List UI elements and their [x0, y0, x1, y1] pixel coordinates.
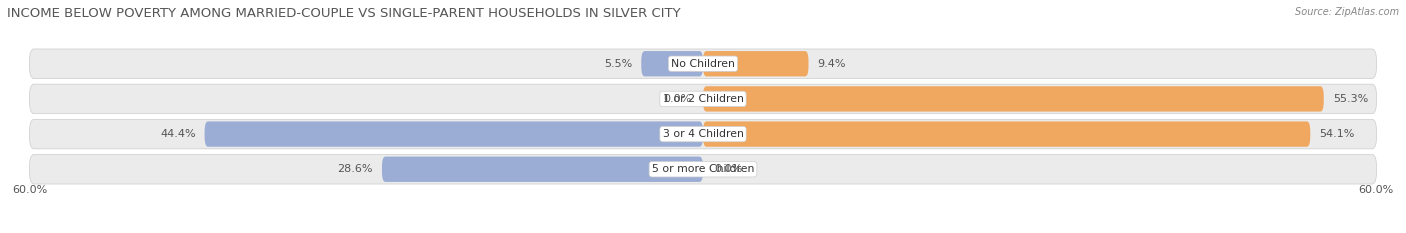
- FancyBboxPatch shape: [703, 86, 1324, 112]
- FancyBboxPatch shape: [30, 84, 1376, 114]
- FancyBboxPatch shape: [382, 157, 703, 182]
- Text: 60.0%: 60.0%: [1358, 185, 1393, 195]
- Text: INCOME BELOW POVERTY AMONG MARRIED-COUPLE VS SINGLE-PARENT HOUSEHOLDS IN SILVER : INCOME BELOW POVERTY AMONG MARRIED-COUPL…: [7, 7, 681, 20]
- Text: 44.4%: 44.4%: [160, 129, 195, 139]
- Text: 9.4%: 9.4%: [817, 59, 846, 69]
- FancyBboxPatch shape: [205, 121, 703, 147]
- FancyBboxPatch shape: [641, 51, 703, 76]
- Text: 1 or 2 Children: 1 or 2 Children: [662, 94, 744, 104]
- Text: 5.5%: 5.5%: [605, 59, 633, 69]
- FancyBboxPatch shape: [703, 121, 1310, 147]
- FancyBboxPatch shape: [30, 119, 1376, 149]
- Text: 55.3%: 55.3%: [1333, 94, 1368, 104]
- Text: 0.0%: 0.0%: [664, 94, 692, 104]
- Text: Source: ZipAtlas.com: Source: ZipAtlas.com: [1295, 7, 1399, 17]
- Text: 28.6%: 28.6%: [337, 164, 373, 174]
- Text: 54.1%: 54.1%: [1319, 129, 1354, 139]
- Text: 0.0%: 0.0%: [714, 164, 742, 174]
- Text: 5 or more Children: 5 or more Children: [652, 164, 754, 174]
- Text: 60.0%: 60.0%: [13, 185, 48, 195]
- FancyBboxPatch shape: [30, 154, 1376, 184]
- FancyBboxPatch shape: [30, 49, 1376, 79]
- Text: No Children: No Children: [671, 59, 735, 69]
- Text: 3 or 4 Children: 3 or 4 Children: [662, 129, 744, 139]
- FancyBboxPatch shape: [703, 51, 808, 76]
